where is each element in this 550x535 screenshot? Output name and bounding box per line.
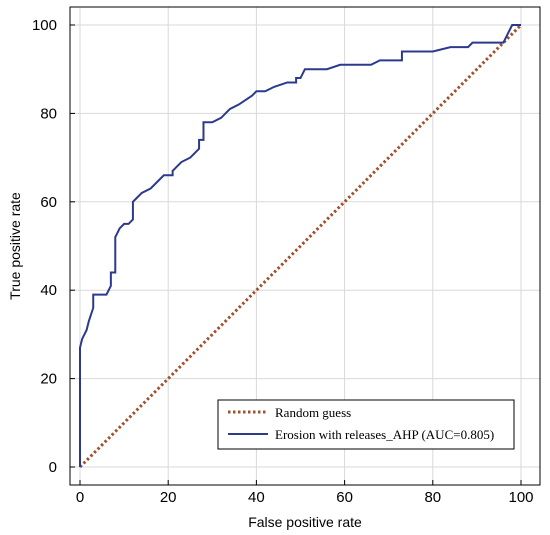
y-tick-label: 80 <box>40 105 57 122</box>
x-tick-label: 60 <box>336 489 353 506</box>
x-tick-label: 40 <box>248 489 265 506</box>
x-tick-label: 80 <box>424 489 441 506</box>
series-layer <box>78 23 523 469</box>
legend: Random guess Erosion with releases_AHP (… <box>217 399 515 450</box>
x-tick-label: 0 <box>76 489 84 506</box>
y-tick-label: 60 <box>40 194 57 211</box>
legend-label-random-guess: Random guess <box>275 405 351 420</box>
series-line-1 <box>79 24 521 467</box>
y-tick-label: 0 <box>49 459 57 476</box>
legend-box <box>217 399 515 450</box>
legend-label-roc: Erosion with releases_AHP (AUC=0.805) <box>275 427 494 442</box>
x-axis-title: False positive rate <box>248 514 362 530</box>
series-line-0 <box>78 23 523 469</box>
x-tick-label: 20 <box>160 489 177 506</box>
ticks: 0 20 40 60 80 100 0 20 40 60 80 100 <box>32 17 534 506</box>
y-tick-label: 100 <box>32 17 57 34</box>
x-tick-label: 100 <box>508 489 533 506</box>
grid <box>70 7 540 485</box>
plot-frame <box>69 6 541 486</box>
y-tick-label: 40 <box>40 282 57 299</box>
y-axis-title: True positive rate <box>7 192 23 300</box>
y-tick-label: 20 <box>40 371 57 388</box>
